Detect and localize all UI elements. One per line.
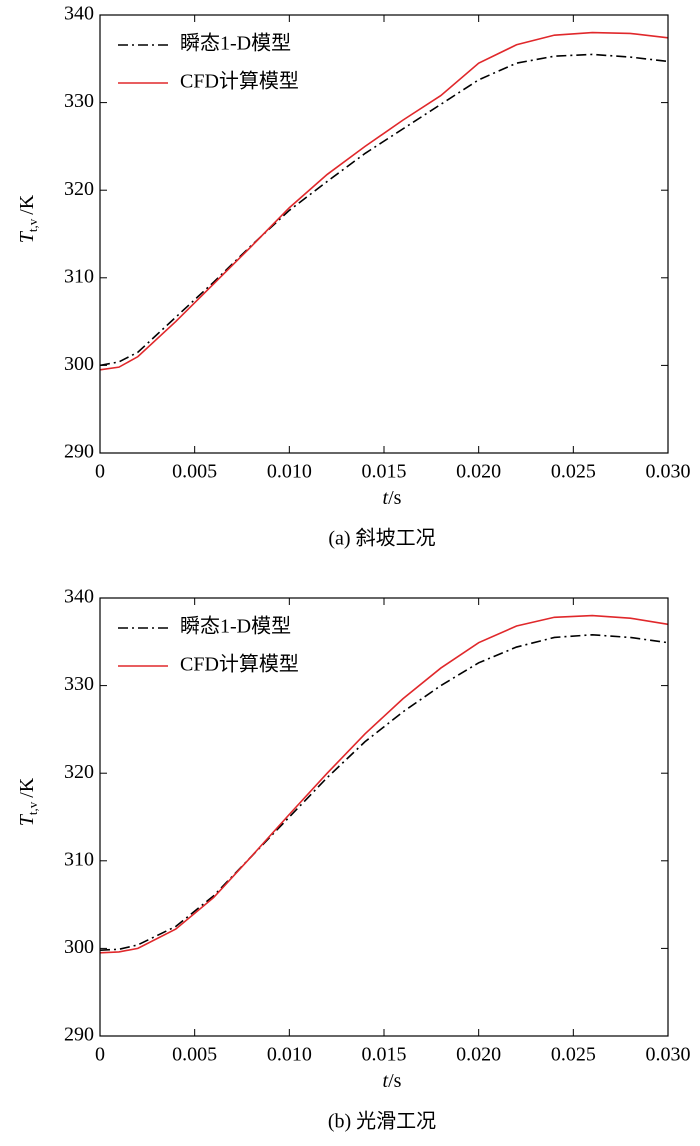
x-tick-label: 0 xyxy=(95,461,105,483)
panel: 290 300 310 320 330 340 0 0.005 0.010 0.015 0.020 0… xyxy=(16,3,691,550)
x-label-unit: /s xyxy=(388,487,402,509)
x-label-var: t xyxy=(383,1070,389,1092)
y-tick-label: 320 xyxy=(64,761,94,783)
x-tick-label: 0 xyxy=(95,1044,105,1066)
x-label-unit: /s xyxy=(388,1070,402,1092)
y-tick-label: 310 xyxy=(64,265,94,287)
y-axis-label: Tt,v/K xyxy=(16,777,40,826)
x-axis-label: t/s xyxy=(383,487,402,509)
series-line xyxy=(99,31,669,371)
legend-label: CFD计算模型 xyxy=(180,653,299,676)
x-label-var: t xyxy=(383,487,389,509)
x-tick-label: 0.005 xyxy=(172,1044,217,1066)
legend-label: CFD计算模型 xyxy=(180,70,299,93)
y-tick-label: 340 xyxy=(64,3,94,25)
x-tick-label: 0.025 xyxy=(551,1044,596,1066)
y-tick-label: 330 xyxy=(64,673,94,695)
x-tick-label: 0.030 xyxy=(646,1044,691,1066)
y-tick-label: 330 xyxy=(64,90,94,112)
x-axis-label: t/s xyxy=(383,1070,402,1092)
y-tick-label: 310 xyxy=(64,848,94,870)
y-tick-label: 300 xyxy=(64,936,94,958)
x-tick-label: 0.030 xyxy=(646,461,691,483)
x-tick-label: 0.005 xyxy=(172,461,217,483)
x-tick-label: 0.010 xyxy=(267,1044,312,1066)
legend-label: 瞬态1-D模型 xyxy=(180,615,291,638)
x-tick-label: 0.015 xyxy=(362,1044,407,1066)
x-tick-label: 0.010 xyxy=(267,461,312,483)
x-tick-label: 0.015 xyxy=(362,461,407,483)
legend-label: 瞬态1-D模型 xyxy=(180,32,291,55)
y-label-var: T xyxy=(16,813,38,826)
y-label-sub: t,v xyxy=(25,218,40,232)
y-tick-label: 290 xyxy=(64,1024,94,1046)
y-tick-label: 320 xyxy=(64,178,94,200)
y-label-var: T xyxy=(16,230,38,243)
y-tick-label: 300 xyxy=(64,353,94,375)
series-line xyxy=(99,633,669,951)
panel: 290 300 310 320 330 340 0 0.005 0.010 0.015 0.020 0… xyxy=(16,586,691,1133)
y-label-unit: /K xyxy=(16,777,38,798)
caption: (a) 斜坡工况 xyxy=(328,527,435,550)
y-label-sub: t,v xyxy=(25,801,40,815)
y-label-unit: /K xyxy=(16,194,38,215)
series-line xyxy=(99,53,669,367)
y-tick-label: 340 xyxy=(64,586,94,608)
x-tick-label: 0.025 xyxy=(551,461,596,483)
y-axis-label: Tt,v/K xyxy=(16,194,40,243)
caption: (b) 光滑工况 xyxy=(328,1110,436,1133)
series-line xyxy=(99,614,669,954)
x-tick-label: 0.020 xyxy=(456,461,501,483)
y-tick-label: 290 xyxy=(64,441,94,463)
x-tick-label: 0.020 xyxy=(456,1044,501,1066)
